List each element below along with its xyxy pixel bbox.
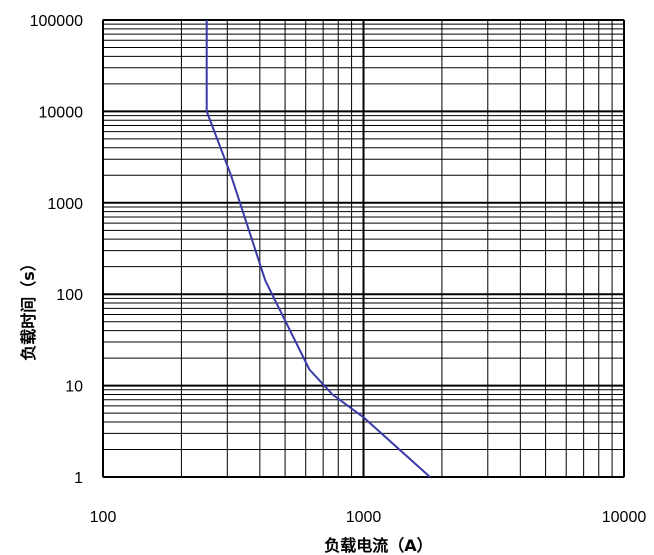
y-tick-label: 10 bbox=[65, 379, 83, 396]
y-axis-title: 负载时间（s） bbox=[19, 255, 38, 361]
y-tick-label: 1000 bbox=[47, 196, 83, 213]
x-axis-title: 负载电流（A） bbox=[324, 536, 432, 555]
series-layer bbox=[205, 20, 431, 478]
y-tick-label: 100 bbox=[56, 287, 83, 304]
y-tick-label: 10000 bbox=[39, 104, 84, 121]
y-tick-label: 1 bbox=[74, 470, 83, 487]
x-tick-label: 1000 bbox=[346, 509, 382, 526]
x-tick-label: 100 bbox=[90, 509, 117, 526]
x-tick-labels: 100 1000 10000 bbox=[90, 509, 647, 526]
y-tick-labels: 1 10 100 1000 10000 100000 bbox=[30, 13, 83, 487]
y-tick-label: 100000 bbox=[30, 13, 83, 30]
series-line bbox=[205, 20, 431, 478]
plot-frame bbox=[102, 19, 625, 478]
x-tick-label: 10000 bbox=[602, 509, 647, 526]
